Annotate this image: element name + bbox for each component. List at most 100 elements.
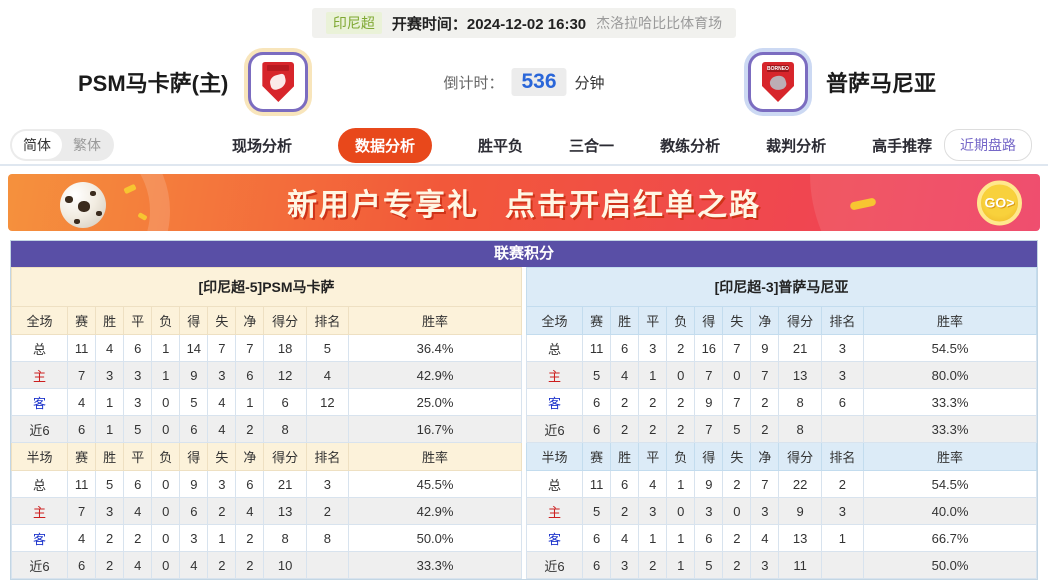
table-cell: 8: [305, 524, 350, 552]
table-header-cell: 排名: [305, 442, 350, 471]
table-cell: 3: [95, 497, 125, 525]
table-header-cell: 平: [123, 306, 153, 335]
table-cell: 0: [151, 470, 181, 498]
nav-bar: 简体 繁体 现场分析 数据分析 胜平负 三合一 教练分析 裁判分析 高手推荐 近…: [0, 126, 1048, 166]
home-shield-band: [267, 65, 290, 71]
table-cell: 2: [610, 497, 640, 525]
table-cell: 16: [694, 334, 724, 362]
table-cell: 3: [820, 334, 865, 362]
table-cell: 4: [123, 497, 153, 525]
table-cell: 1: [235, 388, 265, 416]
table-cell: 7: [750, 470, 780, 498]
tab-coach-analysis[interactable]: 教练分析: [660, 137, 721, 155]
home-full-rows: 总 11 4 6 1 14 7 7 18 5 36.4% 主 7 3 3 1 9 3 6 12 4 42.9% 客 4 1 3 0 5…: [10, 334, 522, 443]
home-shield-icon: [262, 62, 295, 102]
home-full-header-row: 全场赛胜平负得失净得分 排名 胜率: [10, 306, 522, 335]
table-cell: 80.0%: [863, 361, 1037, 389]
away-shield-icon: BORNEO: [761, 62, 794, 102]
table-cell: 3: [95, 361, 125, 389]
table-cell: 1: [666, 551, 696, 579]
table-cell: 7: [722, 334, 752, 362]
table-cell: 总: [525, 470, 584, 498]
table-cell: 54.5%: [863, 470, 1037, 498]
table-cell: 4: [67, 524, 97, 552]
tab-referee-analysis[interactable]: 裁判分析: [766, 137, 827, 155]
table-header-cell: 胜率: [348, 306, 522, 335]
table-header-cell: 胜率: [348, 442, 522, 471]
home-team-logo: [248, 52, 309, 112]
table-cell: 6: [610, 334, 640, 362]
table-cell: 18: [263, 334, 307, 362]
table-cell: 12: [263, 361, 307, 389]
league-badge[interactable]: 印尼超: [325, 12, 382, 34]
recent-odds-button[interactable]: 近期盘路: [944, 129, 1032, 161]
table-row: 客 6 2 2 2 9 7 2 8 6 33.3%: [525, 388, 1037, 416]
table-cell: 3: [123, 388, 153, 416]
table-header-cell: 赛: [67, 306, 97, 335]
promo-banner[interactable]: 新用户专享礼 点击开启红单之路 GO>: [8, 174, 1040, 231]
table-row: 客 4 2 2 0 3 1 2 8 8 50.0%: [10, 524, 522, 552]
go-button[interactable]: GO>: [977, 180, 1022, 225]
table-cell: 6: [582, 388, 612, 416]
table-cell: 0: [151, 415, 181, 443]
away-standings-table: [印尼超-3]普萨马尼亚 全场赛胜平负得失净得分 排名 胜率 总 11 6 3 2 16 7 9 2…: [525, 267, 1037, 579]
table-cell: 6: [610, 470, 640, 498]
table-row: 总 11 5 6 0 9 3 6 21 3 45.5%: [10, 470, 522, 498]
lang-simplified[interactable]: 简体: [12, 131, 62, 159]
home-half-header-row: 半场赛胜平负得失净得分 排名 胜率: [10, 442, 522, 471]
top-info-wrap: 印尼超 开赛时间：2024-12-02 16:30 杰洛拉哈比比体育场: [0, 0, 1048, 38]
table-cell: 5: [582, 361, 612, 389]
tab-live-analysis[interactable]: 现场分析: [232, 137, 293, 155]
table-row: 近6 6 2 4 0 4 2 2 10 33.3%: [10, 551, 522, 579]
table-cell: 主: [525, 361, 584, 389]
table-cell: 2: [207, 497, 237, 525]
table-cell: 8: [263, 415, 307, 443]
tab-three-in-one[interactable]: 三合一: [569, 137, 615, 155]
table-row: 总 11 4 6 1 14 7 7 18 5 36.4%: [10, 334, 522, 362]
table-row: 客 4 1 3 0 5 4 1 6 12 25.0%: [10, 388, 522, 416]
table-cell: 总: [10, 334, 69, 362]
table-cell: 13: [778, 524, 822, 552]
table-cell: 2: [235, 524, 265, 552]
table-header-cell: 负: [666, 306, 696, 335]
table-cell: 0: [666, 361, 696, 389]
table-cell: 9: [179, 470, 209, 498]
table-header-cell: 平: [638, 306, 668, 335]
table-header-cell: 赛: [582, 442, 612, 471]
table-header-cell: 得: [694, 306, 724, 335]
lang-traditional[interactable]: 繁体: [73, 137, 101, 153]
table-cell: 6: [235, 361, 265, 389]
table-cell: 1: [820, 524, 865, 552]
away-half-rows: 总 11 6 4 1 9 2 7 22 2 54.5% 主 5 2 3 0 3 0 3 9 3 40.0% 客 6 4 1 1 6 2 4…: [525, 470, 1037, 579]
tab-win-draw-lose[interactable]: 胜平负: [478, 137, 524, 155]
countdown: 倒计时： 536 分钟: [443, 68, 605, 96]
table-header-cell: 全场: [525, 306, 584, 335]
table-cell: 6: [235, 470, 265, 498]
table-header-cell: 半场: [525, 442, 584, 471]
table-cell: 6: [67, 551, 97, 579]
table-cell: 11: [67, 470, 97, 498]
home-half-rows: 总 11 5 6 0 9 3 6 21 3 45.5% 主 7 3 4 0 6 2 4 13 2 42.9% 客 4 2 2 0 3 1…: [10, 470, 522, 579]
table-cell: 7: [722, 388, 752, 416]
table-header-cell: 得: [179, 442, 209, 471]
tab-data-analysis[interactable]: 数据分析: [338, 127, 433, 163]
table-cell: 21: [263, 470, 307, 498]
table-header-cell: 负: [151, 442, 181, 471]
table-cell: 客: [525, 524, 584, 552]
table-row: 总 11 6 4 1 9 2 7 22 2 54.5%: [525, 470, 1037, 498]
table-cell: 2: [235, 551, 265, 579]
away-half-header-row: 半场赛胜平负得失净得分 排名 胜率: [525, 442, 1037, 471]
tab-expert-picks[interactable]: 高手推荐: [872, 137, 933, 155]
table-cell: 5: [582, 497, 612, 525]
table-cell: 7: [67, 497, 97, 525]
table-cell: 14: [179, 334, 209, 362]
away-standings: [印尼超-3]普萨马尼亚 全场赛胜平负得失净得分 排名 胜率 总 11 6 3 2 16 7 9 2…: [525, 267, 1037, 579]
home-team-name: PSM马卡萨(主): [78, 71, 229, 96]
table-cell: 5: [305, 334, 350, 362]
table-row: 近6 6 1 5 0 6 4 2 8 16.7%: [10, 415, 522, 443]
table-cell: 3: [638, 497, 668, 525]
table-cell: 6: [582, 524, 612, 552]
table-cell: 33.3%: [348, 551, 522, 579]
table-cell: 2: [722, 551, 752, 579]
table-header-cell: 胜: [95, 442, 125, 471]
